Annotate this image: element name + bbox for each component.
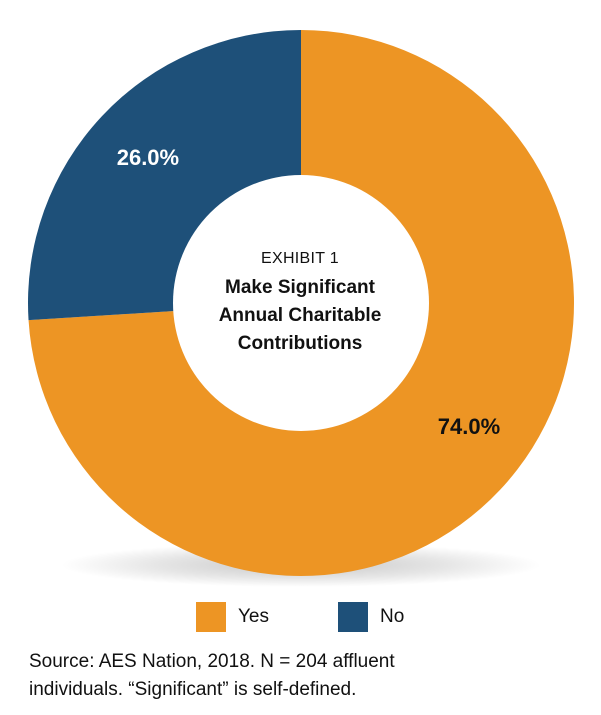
chart-legend: Yes No [0, 600, 601, 634]
data-label-yes: 74.0% [438, 414, 500, 439]
source-line-2: individuals. “Significant” is self-defin… [29, 679, 357, 700]
source-note: Source: AES Nation, 2018. N = 204 afflue… [29, 648, 589, 704]
chart-center-title: EXHIBIT 1 Make Significant Annual Charit… [170, 250, 430, 358]
donut-hole [173, 175, 429, 431]
chart-title-line-3: Contributions [237, 333, 363, 354]
exhibit-label: EXHIBIT 1 [261, 250, 339, 267]
legend-swatch-no [338, 602, 368, 632]
legend-label-no: No [380, 606, 405, 627]
source-line-1: Source: AES Nation, 2018. N = 204 afflue… [29, 651, 395, 672]
legend-item-yes: Yes [196, 600, 269, 634]
legend-label-yes: Yes [238, 606, 269, 627]
chart-title-line-2: Annual Charitable [218, 305, 382, 326]
donut-chart: 74.0% 26.0% [27, 30, 575, 587]
data-labels: 74.0% 26.0% [117, 145, 500, 439]
data-label-no: 26.0% [117, 145, 179, 170]
legend-swatch-yes [196, 602, 226, 632]
chart-title-line-1: Make Significant [225, 277, 375, 298]
legend-item-no: No [338, 600, 404, 634]
